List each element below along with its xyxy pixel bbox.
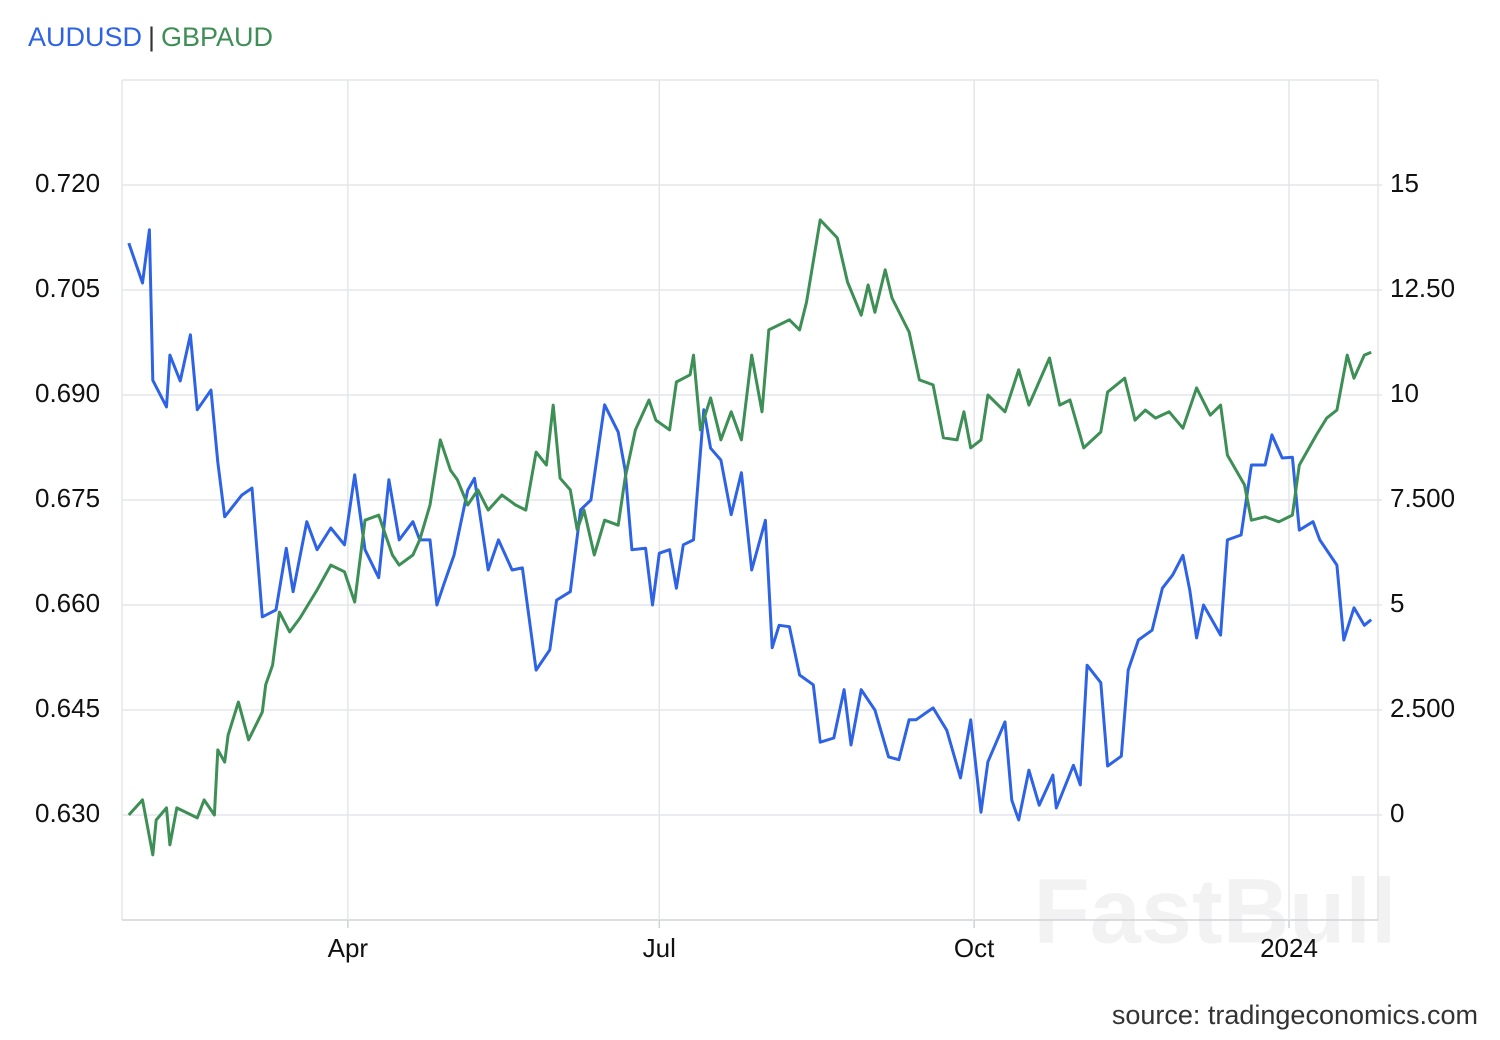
y2-tick-label: 5 (1390, 588, 1404, 618)
source: source: tradingeconomics.com (1112, 1000, 1478, 1030)
legend: AUDUSD | GBPAUD (28, 22, 273, 53)
y2-tick-label: 10 (1390, 378, 1419, 408)
y2-tick-label: 12.50 (1390, 273, 1455, 303)
y-tick-label: 0.660 (35, 588, 100, 618)
x-tick-label: Jul (643, 933, 676, 963)
x-tick-label: 2024 (1260, 933, 1318, 963)
x-tick-label: Apr (328, 933, 369, 963)
y-tick-label: 0.705 (35, 273, 100, 303)
y2-tick-label: 0 (1390, 798, 1404, 828)
series-line (127, 218, 1372, 857)
x-tick-label: Oct (954, 933, 995, 963)
legend-entry: GBPAUD (161, 22, 274, 52)
y-tick-label: 0.675 (35, 483, 100, 513)
y-tick-label: 0.630 (35, 798, 100, 828)
series-line (127, 228, 1373, 822)
watermark: FastBull (1034, 860, 1397, 962)
y2-tick-label: 7.500 (1390, 483, 1455, 513)
y-tick-label: 0.690 (35, 378, 100, 408)
legend-separator: | (148, 22, 156, 52)
legend-entry: AUDUSD (28, 22, 143, 52)
y2-tick-label: 15 (1390, 168, 1419, 198)
y-tick-label: 0.720 (35, 168, 100, 198)
y2-tick-label: 2.500 (1390, 693, 1455, 723)
y-tick-label: 0.645 (35, 693, 100, 723)
